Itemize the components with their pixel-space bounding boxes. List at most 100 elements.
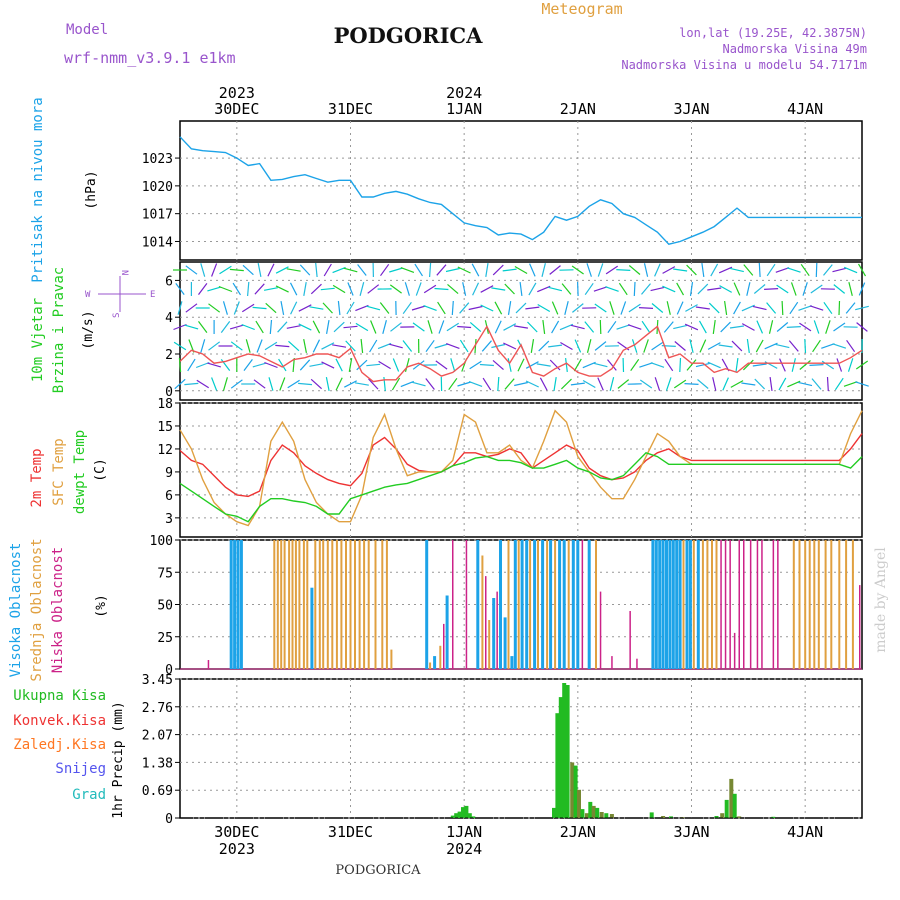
y-tick-label: 75 — [157, 566, 173, 581]
wind-arrow — [366, 305, 381, 311]
wind-arrow — [633, 281, 636, 297]
y-tick-label: 1.38 — [142, 756, 173, 771]
wind-arrow — [537, 285, 551, 293]
wind-arrow — [605, 265, 619, 275]
wind-arrow — [491, 287, 506, 291]
wind-arrow — [514, 381, 528, 387]
cloud-bar-high — [513, 540, 517, 669]
wind-arrow — [843, 266, 858, 274]
wind-arrow — [322, 302, 333, 314]
wind-arrow — [689, 282, 694, 296]
wind-arrow — [628, 303, 641, 313]
cloud-bar-low — [443, 623, 445, 669]
wind-arrow — [858, 282, 866, 296]
wind-arrow — [438, 320, 445, 334]
precip-bar — [588, 801, 593, 818]
model-altitude-text: Nadmorska Visina u modelu 54.7171m — [621, 58, 867, 72]
wind-arrow — [445, 267, 460, 273]
wind-arrow — [390, 322, 402, 332]
precip-bar — [584, 813, 589, 818]
wind-arrow — [326, 319, 330, 335]
wind-arrow — [724, 301, 728, 315]
wind-arrow — [856, 322, 868, 332]
cloud-bar-mid — [682, 540, 685, 669]
precip-bar — [732, 793, 737, 818]
wind-arrow — [312, 320, 321, 334]
wind-arrow — [525, 380, 539, 388]
precip-bar — [599, 812, 604, 818]
wind-arrow — [348, 357, 353, 373]
t2m-label: 2m Temp — [29, 448, 45, 507]
wind-arrow — [229, 268, 244, 272]
wind-arrow — [609, 377, 615, 391]
y-tick-label: 2.76 — [142, 701, 173, 716]
wind-arrow — [310, 378, 323, 390]
pressure-panel — [179, 120, 863, 261]
cloud-bar-mid — [567, 540, 570, 669]
cloud-bar-mid — [302, 540, 305, 669]
y-tick-label: 1020 — [142, 180, 173, 195]
y-tick-label: 1014 — [142, 235, 173, 250]
model-name: wrf-nmm_v3.9.1 e1km — [64, 49, 236, 67]
precip-legend-total: Ukupna Kisa — [13, 688, 106, 704]
wind-arrow — [781, 300, 784, 316]
wind-arrow — [538, 340, 550, 352]
cloud-bar-high — [445, 595, 449, 669]
cloud-bar-mid — [845, 540, 848, 669]
wind-arrow — [279, 377, 286, 391]
wind-arrow — [346, 301, 355, 315]
altitude-text: Nadmorska Visina 49m — [723, 42, 868, 56]
wind-arrow — [586, 339, 592, 353]
wind-arrow — [695, 306, 710, 310]
wind-arrow — [345, 340, 356, 352]
wind-arrow — [666, 301, 671, 315]
wind-arrow — [651, 341, 664, 351]
precip-bar — [580, 809, 585, 818]
wind-arrow — [529, 263, 536, 277]
wind-arrow — [650, 362, 665, 368]
precip-bar — [714, 816, 719, 818]
compass-icon: N S E W — [85, 270, 155, 318]
bottom-year-label: 2024 — [446, 840, 482, 858]
wind-arrow — [643, 263, 649, 277]
cloud-bar-mid — [283, 540, 286, 669]
wind-arrow — [178, 357, 182, 373]
wind-arrow — [838, 300, 841, 316]
wind-arrow — [572, 303, 584, 313]
wind-arrow — [775, 343, 790, 349]
cloud-bar-high — [668, 540, 672, 669]
wind-arrow — [570, 382, 585, 386]
cloud-bar-mid — [706, 540, 709, 669]
wind-arrow — [815, 262, 818, 278]
wind-arrow — [185, 303, 198, 313]
wind-arrow — [472, 282, 480, 296]
wind-arrow — [321, 361, 335, 369]
wind-arrow — [492, 264, 504, 276]
wind-arrow — [400, 267, 415, 273]
precip-bar — [720, 813, 725, 818]
wind-arrow — [525, 306, 540, 310]
wind-arrow — [707, 287, 722, 291]
cloud-bar-low — [733, 632, 736, 669]
cloud-bar-mid — [537, 540, 539, 669]
wind-arrow — [504, 283, 515, 295]
wind-arrow — [775, 267, 790, 273]
wind-arrow — [392, 358, 400, 372]
cloud-bar-mid — [813, 540, 816, 669]
cloud-bar-high — [233, 540, 237, 669]
wind-arrow — [290, 301, 298, 315]
wind-arrow — [542, 320, 546, 334]
precip-bar — [573, 765, 578, 818]
cloud-bar-mid — [381, 540, 384, 669]
wind-unit: (m/s) — [81, 310, 96, 349]
wind-arrow — [451, 300, 454, 316]
wind-arrow — [665, 377, 672, 391]
wind-arrow — [689, 339, 694, 353]
dewpt-label: dewpt Temp — [72, 430, 88, 514]
wind-arrow — [462, 282, 467, 296]
wind-arrow — [764, 288, 779, 290]
wind-arrow — [768, 320, 774, 334]
wind-arrow — [389, 267, 403, 273]
bottom-year-label: 2023 — [219, 840, 255, 858]
wind-arrow — [673, 379, 687, 389]
